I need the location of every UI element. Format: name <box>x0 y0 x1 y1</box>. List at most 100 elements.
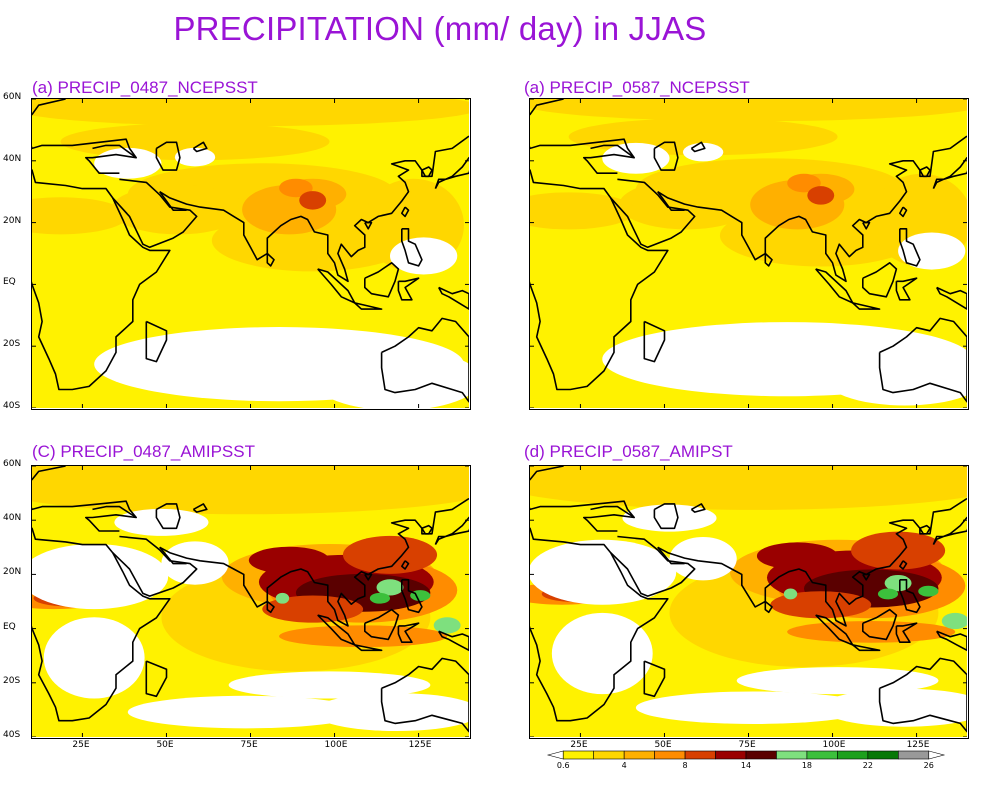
lon-tick-label: 75E <box>240 740 258 750</box>
coastline <box>159 135 469 283</box>
legend-swatch <box>654 750 686 760</box>
coastline <box>159 546 187 565</box>
coastline <box>112 178 198 249</box>
coastline <box>919 166 931 178</box>
coastline <box>764 252 773 267</box>
precip-contour <box>312 348 469 408</box>
coastlines <box>530 99 967 403</box>
coastline <box>895 277 918 301</box>
coastline <box>192 141 208 153</box>
precip-contour <box>635 691 872 724</box>
legend-swatch <box>806 750 838 760</box>
precip-contour <box>851 531 946 570</box>
lat-tick-label: EQ <box>3 621 16 632</box>
precip-contour <box>820 688 967 727</box>
legend-label: 14 <box>741 761 751 770</box>
coastline <box>878 317 967 403</box>
panel-title-2: (a) PRECIP_0587_NCEPSST <box>524 78 750 97</box>
precip-contour <box>787 621 956 643</box>
map-panel-2[interactable] <box>529 98 969 410</box>
precip-contour <box>433 617 461 634</box>
coastline <box>643 320 666 363</box>
precip-contour <box>279 178 313 198</box>
legend-label: 22 <box>863 761 873 770</box>
coastline <box>192 503 208 513</box>
coastline <box>437 286 469 310</box>
precip-contour <box>756 542 838 570</box>
coastline <box>400 560 410 570</box>
coastline <box>590 144 635 159</box>
lon-tick-label: 100E <box>822 740 846 750</box>
coastline <box>610 178 696 249</box>
coastline <box>878 657 967 733</box>
coastline <box>155 141 181 171</box>
map-panel-4[interactable] <box>529 465 969 739</box>
coastline <box>898 560 908 570</box>
lat-tick-label: 60N <box>3 459 22 469</box>
precip-contour <box>530 466 967 510</box>
panel-title-3: (C) PRECIP_0487_AMIPSST <box>32 442 255 461</box>
coastline <box>434 516 469 546</box>
coastline <box>898 206 908 218</box>
precip-contour <box>390 237 458 275</box>
coastline <box>919 524 931 535</box>
precip-contour <box>275 592 290 604</box>
coastline <box>657 135 967 283</box>
coastline <box>32 527 171 722</box>
precip-contour <box>669 537 737 581</box>
coastline <box>145 320 168 363</box>
coastline <box>400 206 410 218</box>
legend-label: 4 <box>622 761 627 770</box>
coastline <box>764 600 773 614</box>
lon-tick-label: 50E <box>156 740 174 750</box>
legend-swatch <box>562 750 594 760</box>
coastlines <box>32 99 469 403</box>
coastline <box>32 169 171 391</box>
precip-field <box>32 466 469 732</box>
coastline <box>895 622 918 643</box>
lat-tick-label: 20S <box>3 339 21 350</box>
coastline <box>397 622 420 643</box>
coastline <box>363 262 400 298</box>
coastline <box>653 503 679 530</box>
legend-label: 26 <box>924 761 934 770</box>
precip-contour <box>248 546 330 574</box>
precip-field <box>530 99 967 406</box>
coastline <box>653 141 679 171</box>
lon-tick-label: 50E <box>654 740 672 750</box>
legend-arrow-low <box>546 750 564 760</box>
precip-contour <box>602 142 670 174</box>
coastline <box>861 262 898 298</box>
coastline <box>932 516 967 546</box>
map-panel-3[interactable] <box>31 465 471 739</box>
coastline <box>690 503 706 513</box>
coastline <box>657 191 685 211</box>
precip-contour <box>114 508 209 536</box>
precip-contour <box>530 99 967 122</box>
coastline <box>364 221 373 230</box>
coastline <box>935 286 967 310</box>
coastline <box>898 228 921 267</box>
coastline <box>380 657 469 733</box>
lon-tick-label: 125E <box>408 740 432 750</box>
panel-title-1: (a) PRECIP_0487_NCEPSST <box>32 78 258 97</box>
legend-label: 18 <box>802 761 812 770</box>
coastline <box>159 497 469 627</box>
precip-contour <box>551 612 653 695</box>
lat-tick-label: 20N <box>3 567 22 578</box>
map-panel-1[interactable] <box>31 98 471 410</box>
precip-contour <box>369 592 391 604</box>
coastline <box>932 156 967 189</box>
lat-tick-label: 20N <box>3 215 22 226</box>
precip-contour <box>376 579 404 596</box>
coastline <box>530 527 669 722</box>
precip-contour <box>127 695 364 729</box>
coastline <box>861 608 898 641</box>
panel-title-4: (d) PRECIP_0587_AMIPST <box>524 442 733 461</box>
coastline <box>862 221 871 230</box>
page-title: PRECIPITATION (mm/ day) in JJAS <box>173 10 707 47</box>
legend-swatch <box>715 750 747 760</box>
precip-field <box>32 99 469 408</box>
coastline <box>112 535 198 597</box>
coastline <box>898 579 921 614</box>
